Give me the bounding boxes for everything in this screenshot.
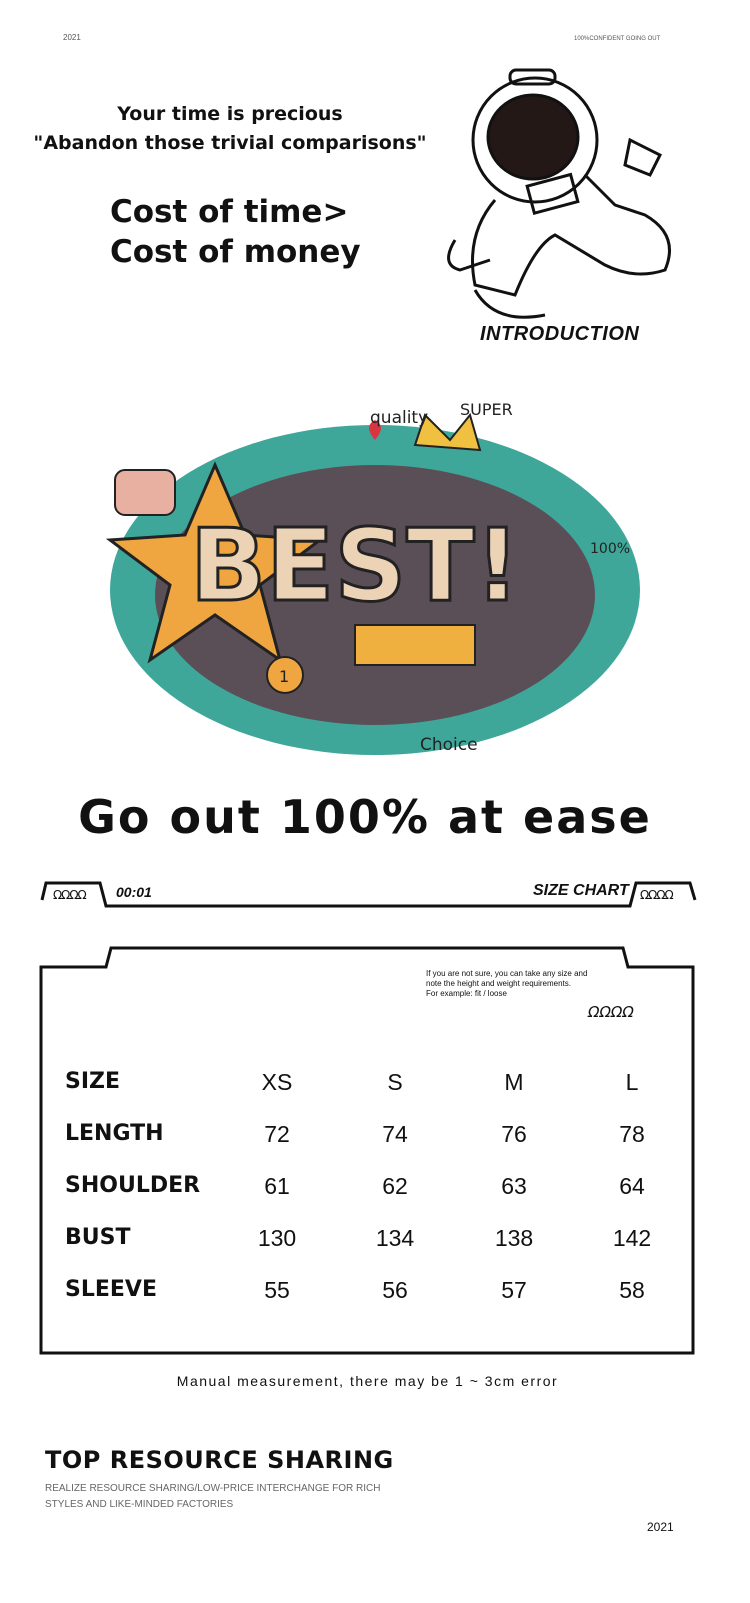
cell: 138 [494,1225,534,1251]
deco-right: ΩΩΩΩ [640,888,674,902]
cell: 130 [257,1225,297,1251]
table-row: BUST 130 134 138 142 [65,1225,675,1255]
footer-year: 2021 [647,1520,674,1534]
doodle-super-text: SUPER [460,400,513,419]
table-row: LENGTH 72 74 76 78 [65,1121,675,1151]
size-chart-header-frame [40,881,697,908]
cell: 56 [382,1277,408,1303]
cell: 62 [382,1173,408,1199]
header-xs: XS [261,1069,293,1095]
deco-left: ΩΩΩΩ [53,888,87,902]
astronaut-illustration [447,68,671,319]
doodle-best-text: BEST! [190,507,520,624]
cell: 134 [375,1225,415,1251]
deco-note: ΩΩΩΩ [588,1003,634,1021]
header-l: L [625,1069,639,1095]
intro-line2: "Abandon those trivial comparisons" [33,132,427,154]
cell: 55 [264,1277,290,1303]
header-m: M [504,1069,524,1095]
doodle-medal-text: 1 [279,667,289,686]
doodle-quality-text: quality [370,408,428,428]
size-chart-frame [39,946,695,1355]
table-row: SHOULDER 61 62 63 64 [65,1173,675,1203]
intro-line1: Your time is precious [117,103,343,125]
measurement-footnote: Manual measurement, there may be 1 ~ 3cm… [176,1373,559,1389]
footer-subtitle: REALIZE RESOURCE SHARING/LOW-PRICE INTER… [45,1481,380,1513]
footer-sub-line: REALIZE RESOURCE SHARING/LOW-PRICE INTER… [45,1483,381,1494]
row-label: SLEEVE [65,1277,157,1302]
best-doodle-illustration: BEST! quality SUPER 100% Choice 1 [105,400,640,755]
cell: 61 [264,1173,290,1199]
size-chart-title: SIZE CHART [533,882,629,899]
cell: 142 [612,1225,652,1251]
row-label: SHOULDER [65,1173,201,1198]
row-label: LENGTH [65,1121,164,1146]
doodle-100-text: 100% [590,541,630,557]
cell: 63 [501,1173,527,1199]
slogan: Go out 100% at ease [78,790,652,844]
footer-sub-line: STYLES AND LIKE-MINDED FACTORIES [45,1499,234,1510]
cell: 64 [619,1173,645,1199]
cell: 57 [501,1277,527,1303]
doodle-choice-text: Choice [420,735,478,755]
time-label: 00:01 [116,884,152,900]
cell: 76 [501,1121,527,1147]
table-row: SLEEVE 55 56 57 58 [65,1277,675,1307]
cell: 72 [264,1121,290,1147]
introduction-label: INTRODUCTION [480,323,640,345]
size-note: If you are not sure, you can take any si… [426,969,587,999]
cost-time: Cost of time> [110,194,349,230]
tagline-top: 100%CONFIDENT GOING OUT [574,36,661,42]
header-s: S [387,1069,403,1095]
note-line: note the height and weight requirements. [426,979,571,988]
cell: 78 [619,1121,645,1147]
note-line: If you are not sure, you can take any si… [426,969,588,978]
year-top: 2021 [63,33,81,42]
footer-title: TOP RESOURCE SHARING [45,1446,394,1474]
cell: 58 [619,1277,645,1303]
note-line: For example: fit / loose [426,989,507,998]
cell: 74 [382,1121,408,1147]
cost-money: Cost of money [110,234,361,270]
header-size: SIZE [65,1069,121,1094]
row-label: BUST [65,1225,131,1250]
table-header-row: SIZE XS S M L [65,1069,675,1099]
